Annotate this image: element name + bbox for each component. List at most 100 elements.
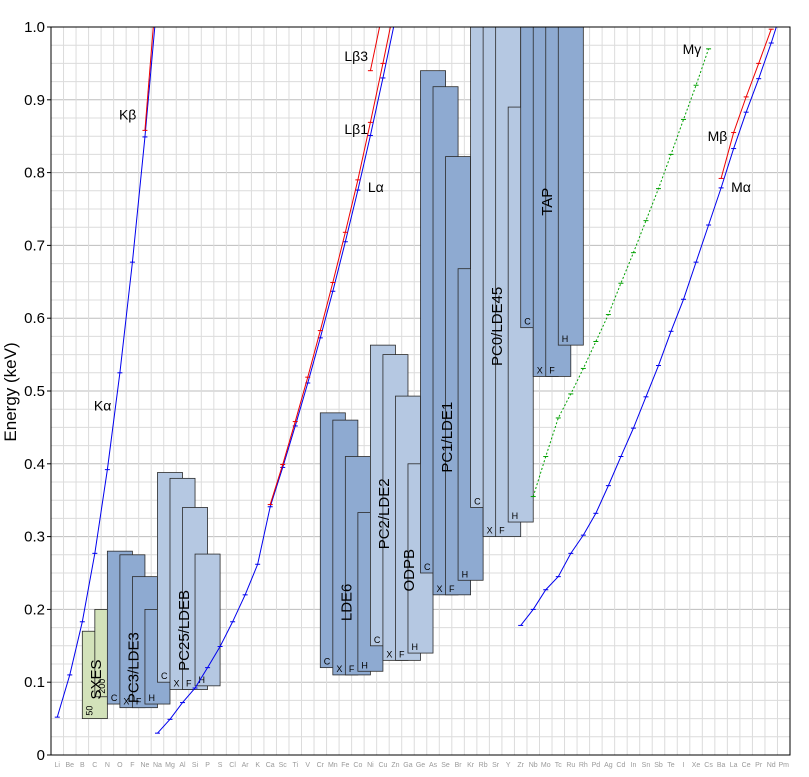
x-tick-label: Al xyxy=(179,762,186,769)
crystal-bar-tag: H xyxy=(512,511,519,521)
emission-line-label: Mα xyxy=(731,179,751,195)
x-tick-label: Li xyxy=(55,762,61,769)
x-tick-label: Cu xyxy=(378,762,387,769)
crystal-bar-tag: X xyxy=(437,584,443,594)
y-axis-label: Energy (keV) xyxy=(1,342,20,441)
x-tick-label: Pm xyxy=(778,762,789,769)
x-tick-label: Nb xyxy=(529,762,538,769)
y-tick-label: 1.0 xyxy=(24,19,45,36)
crystal-bar-tag: C xyxy=(161,671,168,681)
x-tick-label: La xyxy=(730,762,738,769)
x-tick-label: Si xyxy=(192,762,199,769)
x-tick-label: Te xyxy=(667,762,675,769)
x-tick-label: Y xyxy=(506,762,511,769)
crystal-group-label: PC1/LDE1 xyxy=(439,402,456,473)
crystal-bar-tag: X xyxy=(537,365,543,375)
crystal-bar-tag: H xyxy=(462,569,469,579)
x-tick-label: B xyxy=(80,762,85,769)
x-tick-label: V xyxy=(305,762,310,769)
crystal-bar-tag: X xyxy=(173,678,179,688)
x-tick-label: Br xyxy=(455,762,463,769)
x-tick-label: Cr xyxy=(317,762,325,769)
x-tick-label: Nd xyxy=(767,762,776,769)
crystal-bar-tag: X xyxy=(386,649,392,659)
crystal-group-label: TAP xyxy=(539,188,556,216)
emission-line-label: Mβ xyxy=(708,128,728,144)
axes: 00.10.20.30.40.50.60.70.80.91.0Li Be B C N O F… xyxy=(24,19,791,769)
y-tick-label: 0 xyxy=(37,747,45,764)
crystal-bar-tag: X xyxy=(336,664,342,674)
emission-line xyxy=(520,27,777,626)
x-tick-label: Co xyxy=(353,762,362,769)
crystal-bar xyxy=(557,26,584,346)
emission-line-label: Kβ xyxy=(119,106,136,122)
crystal-group-label: SXES xyxy=(88,659,105,699)
x-tick-label: Rh xyxy=(579,762,588,769)
x-tick-label: Ga xyxy=(403,762,412,769)
x-tick-label: Mg xyxy=(165,762,175,769)
x-tick-label: F xyxy=(130,762,134,769)
x-tick-label: C xyxy=(92,762,97,769)
crystal-group-label: PC0/LDE45 xyxy=(489,287,506,366)
x-tick-label: Pd xyxy=(592,762,601,769)
x-tick-label: Na xyxy=(153,762,162,769)
crystal-bar-tag: H xyxy=(411,642,418,652)
x-tick-label: Sc xyxy=(279,762,288,769)
crystal-bar-tag: F xyxy=(449,584,455,594)
y-tick-label: 0.4 xyxy=(24,456,45,473)
x-tick-label: Ca xyxy=(266,762,275,769)
crystal-bar-tag: F xyxy=(136,697,142,707)
crystal-bar-tag: C xyxy=(374,635,381,645)
x-tick-label: Be xyxy=(66,762,75,769)
x-tick-label: S xyxy=(218,762,223,769)
crystal-bar-tag: F xyxy=(499,526,505,536)
y-tick-label: 0.7 xyxy=(24,237,45,254)
crystal-bar-tag: H xyxy=(199,675,206,685)
x-tick-label: O xyxy=(117,762,123,769)
crystal-bar-tag: H xyxy=(148,693,155,703)
x-tick-label: Xe xyxy=(692,762,701,769)
crystal-group-label: PC3/LDE3 xyxy=(126,632,143,703)
x-tick-label: K xyxy=(255,762,260,769)
x-tick-label: Ag xyxy=(604,762,613,769)
x-tick-label: Ni xyxy=(367,762,374,769)
crystal-bar-tag: C xyxy=(324,657,331,667)
crystal-bar-tag: X xyxy=(123,697,129,707)
x-tick-label: Ru xyxy=(566,762,575,769)
emission-line xyxy=(157,27,395,734)
crystal-bar xyxy=(194,553,221,687)
x-tick-label: Zr xyxy=(517,762,524,769)
y-tick-label: 0.1 xyxy=(24,674,45,691)
x-tick-label: Ba xyxy=(717,762,726,769)
emission-line-label: Lβ1 xyxy=(344,121,368,137)
y-tick-label: 0.2 xyxy=(24,601,45,618)
x-tick-label: I xyxy=(683,762,685,769)
emission-line-label: Lβ3 xyxy=(344,48,368,64)
crystal-bar-tag: 50 xyxy=(84,706,94,716)
crystal-group-label: PC2/LDE2 xyxy=(376,478,393,549)
crystal-bar-tag: F xyxy=(399,649,405,659)
x-tick-label: Cl xyxy=(229,762,236,769)
x-tick-label: Kr xyxy=(467,762,475,769)
emission-line-label: Kα xyxy=(94,398,111,414)
crystal-bar-tag: H xyxy=(361,660,368,670)
emission-line-label: Mγ xyxy=(683,41,702,57)
x-tick-label: Ti xyxy=(292,762,298,769)
crystal-group-label: PC25/LDEB xyxy=(176,590,193,671)
x-tick-label: Rb xyxy=(479,762,488,769)
crystal-bar-tag: H xyxy=(562,334,569,344)
y-tick-label: 0.9 xyxy=(24,92,45,109)
x-tick-label: Cs xyxy=(704,762,713,769)
crystal-bar-tag: C xyxy=(111,693,118,703)
x-tick-label: Ce xyxy=(742,762,751,769)
x-tick-label: As xyxy=(429,762,438,769)
crystal-bar-tag: F xyxy=(186,678,192,688)
crystal-bar-tag: C xyxy=(424,562,431,572)
crystal-bar-tag: F xyxy=(349,664,355,674)
y-tick-label: 0.3 xyxy=(24,529,45,546)
emission-lines xyxy=(54,27,777,734)
crystal-group-label: ODPB xyxy=(401,549,418,592)
x-tick-label: Mn xyxy=(328,762,338,769)
